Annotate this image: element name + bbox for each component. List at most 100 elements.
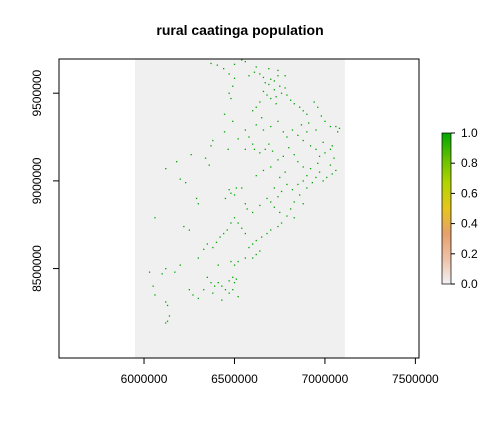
- raster-cell: [279, 176, 281, 179]
- raster-cell: [206, 243, 208, 245]
- color-legend: 0.0 0.2 0.4 0.6 0.8 1.0: [441, 126, 478, 291]
- raster-cell: [244, 148, 246, 150]
- raster-cell: [299, 106, 301, 108]
- raster-cell: [176, 161, 178, 163]
- raster-cell: [228, 280, 230, 282]
- raster-cell: [190, 154, 192, 156]
- raster-cell: [302, 203, 304, 205]
- raster-cell: [315, 176, 317, 179]
- legend-ticks: 0.0 0.2 0.4 0.6 0.8 1.0: [451, 126, 478, 291]
- legend-tick-label: 0.2: [461, 247, 478, 261]
- raster-cell: [192, 294, 194, 296]
- raster-cell: [299, 194, 301, 196]
- raster-cell: [253, 71, 256, 73]
- raster-cell: [241, 187, 243, 189]
- raster-cell: [322, 180, 324, 182]
- raster-cell: [223, 68, 225, 70]
- raster-cell: [188, 289, 190, 291]
- raster-cell: [232, 289, 234, 291]
- raster-cell: [270, 97, 272, 100]
- raster-cell: [280, 190, 283, 193]
- raster-cell: [271, 150, 274, 152]
- raster-cell: [154, 217, 156, 219]
- raster-cell: [210, 62, 212, 65]
- raster-cell: [233, 63, 236, 65]
- raster-cell: [268, 68, 270, 70]
- raster-cell: [233, 282, 236, 284]
- raster-cell: [335, 125, 337, 128]
- raster-cell: [262, 90, 265, 93]
- raster-cell: [306, 187, 308, 189]
- raster-cell: [230, 260, 232, 263]
- raster-cell: [262, 129, 265, 131]
- raster-cell: [290, 208, 292, 210]
- raster-cell: [224, 197, 227, 200]
- raster-cell: [268, 143, 270, 145]
- raster-cell: [322, 141, 324, 143]
- x-tick-label: 6000000: [121, 372, 168, 386]
- raster-cell: [255, 124, 257, 126]
- raster-cell: [270, 78, 272, 80]
- raster-cell: [280, 92, 283, 94]
- raster-cell: [165, 268, 167, 270]
- raster-cell: [244, 61, 246, 63]
- raster-cell: [244, 203, 246, 205]
- raster-cell: [261, 236, 263, 238]
- raster-cell: [223, 232, 225, 235]
- raster-cell: [280, 222, 283, 224]
- raster-cell: [324, 120, 326, 122]
- raster-cell: [235, 278, 237, 280]
- raster-cell: [277, 225, 279, 228]
- raster-cell: [232, 120, 234, 122]
- raster-cell: [317, 162, 319, 164]
- raster-cell: [282, 155, 284, 157]
- raster-cell: [216, 64, 218, 66]
- raster-cell: [197, 257, 199, 259]
- raster-cell: [165, 322, 167, 324]
- raster-cell: [286, 94, 288, 96]
- raster-cell: [233, 217, 236, 219]
- raster-cell: [219, 236, 221, 238]
- raster-cell: [255, 253, 257, 256]
- legend-tick-label: 0.0: [461, 277, 478, 291]
- raster-cell: [252, 211, 254, 214]
- y-tick-label: 8500000: [30, 245, 44, 292]
- raster-cell: [290, 99, 292, 101]
- raster-cell: [302, 180, 304, 182]
- raster-cell: [227, 148, 229, 150]
- raster-cell: [206, 276, 208, 278]
- raster-cell: [324, 152, 326, 154]
- raster-cell: [210, 145, 212, 147]
- raster-cell: [212, 139, 214, 142]
- raster-cell: [284, 75, 286, 77]
- raster-cell: [237, 296, 239, 298]
- raster-cell: [318, 155, 321, 157]
- raster-cell: [232, 276, 234, 278]
- raster-cell: [297, 134, 299, 136]
- raster-cell: [244, 257, 246, 259]
- raster-cell: [154, 294, 156, 296]
- raster-cell: [308, 122, 310, 124]
- raster-cell: [315, 148, 317, 150]
- raster-cell: [277, 120, 279, 122]
- raster-cell: [259, 152, 261, 154]
- raster-cell: [309, 168, 312, 170]
- legend-color-bar: [441, 132, 452, 285]
- raster-cell: [279, 85, 281, 87]
- raster-cell: [293, 201, 295, 203]
- raster-cell: [241, 227, 243, 229]
- raster-cell: [230, 192, 232, 194]
- raster-cell: [228, 189, 230, 191]
- raster-cell: [241, 59, 243, 61]
- raster-cell: [275, 96, 277, 98]
- raster-cell: [197, 203, 199, 205]
- raster-cell: [277, 69, 279, 72]
- raster-cell: [261, 117, 263, 119]
- raster-cell: [291, 129, 294, 131]
- raster-cell: [203, 289, 205, 291]
- raster-cell: [221, 299, 223, 301]
- raster-cell: [235, 187, 237, 189]
- raster-cell: [197, 297, 199, 300]
- raster-cell: [270, 125, 272, 128]
